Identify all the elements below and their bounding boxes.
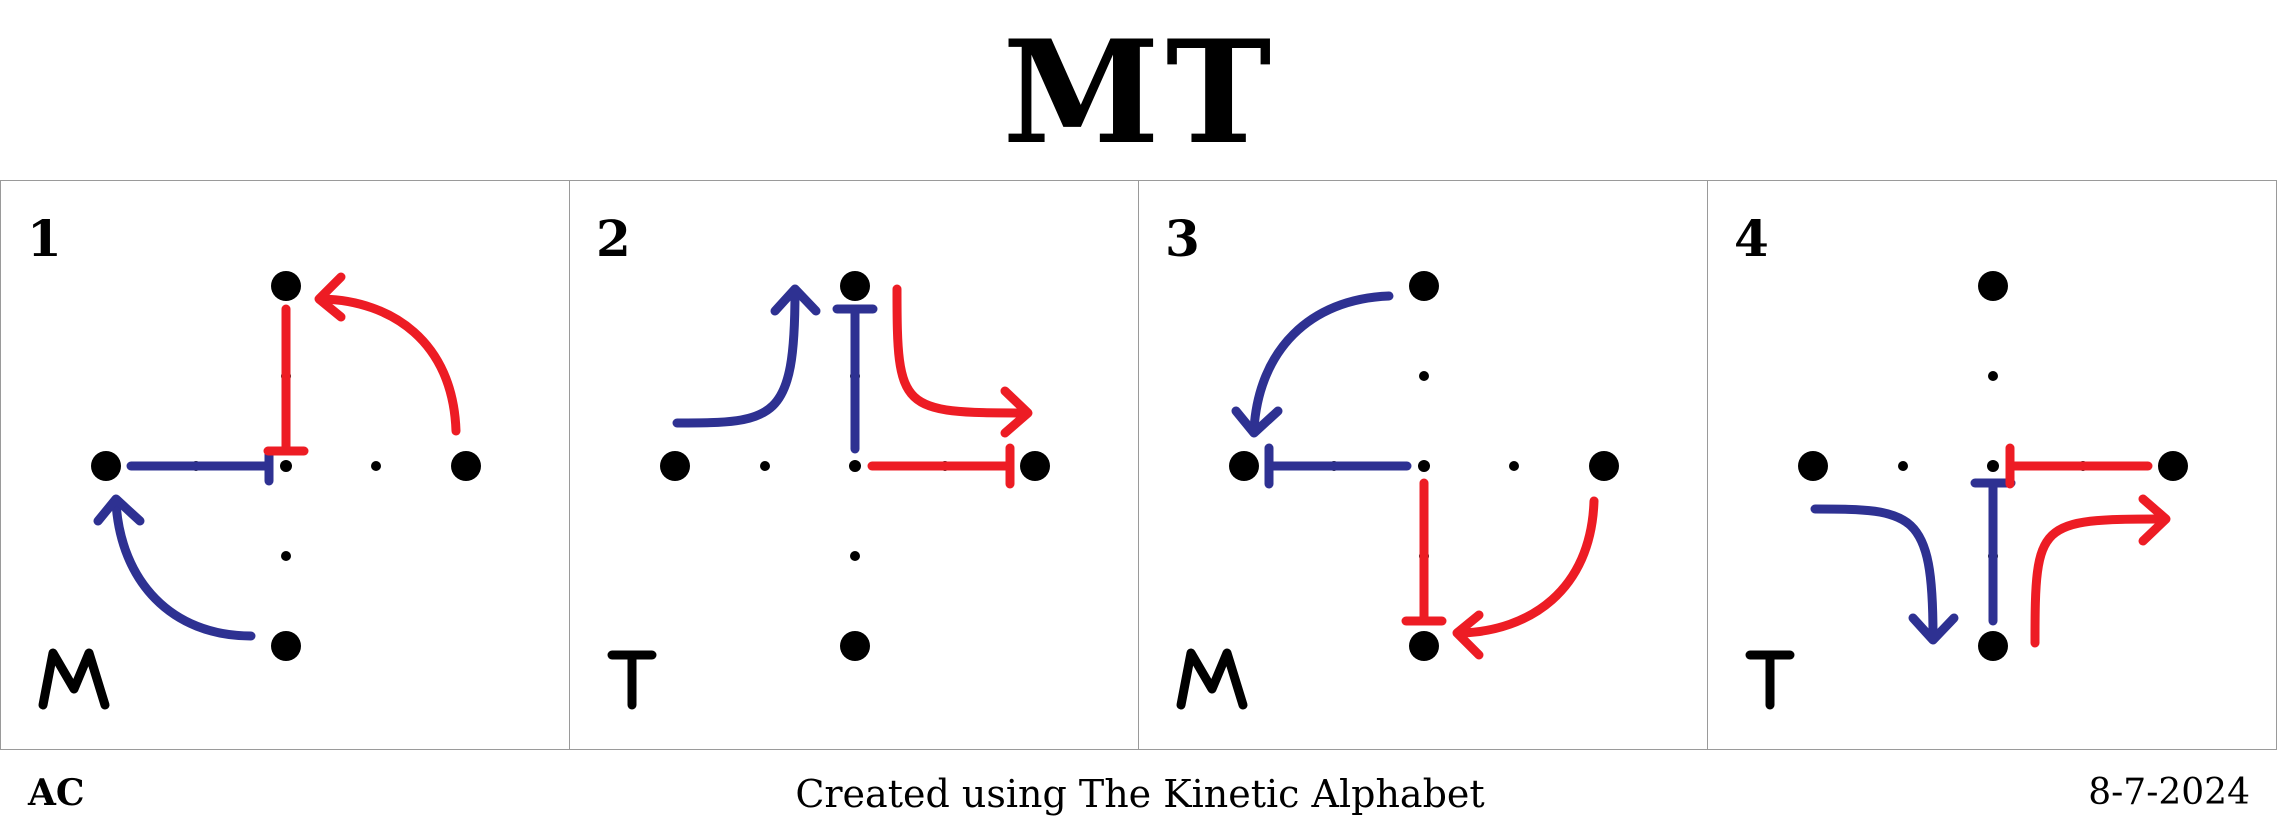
panel-number: 2	[596, 209, 631, 268]
blue-arrowhead	[1231, 406, 1283, 438]
small-dot	[371, 461, 381, 471]
small-dot	[1509, 461, 1519, 471]
small-dot	[1988, 371, 1998, 381]
big-dot-left	[1229, 451, 1259, 481]
panel-1-diagram	[38, 271, 481, 710]
big-dot-top	[840, 271, 870, 301]
small-dot	[850, 551, 860, 561]
big-dot-left	[1798, 451, 1828, 481]
panel-2-diagram	[607, 271, 1050, 710]
red-curve-arrow	[318, 294, 461, 436]
big-dot-bottom	[1409, 631, 1439, 661]
big-dot-left	[91, 451, 121, 481]
panel-4-diagram	[1745, 271, 2188, 710]
red-curve-arrow	[892, 284, 1030, 418]
date-text: 8-7-2024	[2088, 772, 2250, 813]
letter-glyph	[1176, 648, 1248, 710]
big-dot-bottom	[840, 631, 870, 661]
blue-arrowhead	[93, 494, 145, 526]
letter-glyph	[38, 648, 110, 710]
panel-4: 4	[1707, 180, 2277, 750]
panel-number: 3	[1165, 209, 1200, 268]
small-dot-center	[849, 460, 861, 472]
small-dot	[1898, 461, 1908, 471]
small-dot	[1419, 371, 1429, 381]
letter-glyph	[607, 650, 657, 710]
credit-text: Created using The Kinetic Alphabet	[795, 772, 1485, 816]
blue-arrowhead	[770, 284, 821, 316]
blue-curve-arrow	[1810, 504, 1938, 641]
panel-1: 1	[0, 180, 570, 750]
red-curve-arrow	[1456, 496, 1599, 638]
panel-2: 2	[569, 180, 1139, 750]
panel-number: 1	[27, 209, 62, 268]
panel-3: 3	[1138, 180, 1708, 750]
page-title: MT	[1002, 10, 1278, 176]
blue-arrowhead	[1908, 613, 1959, 645]
big-dot-top	[1409, 271, 1439, 301]
red-arrowhead	[1000, 386, 1033, 438]
big-dot-right	[2158, 451, 2188, 481]
small-dot-center	[1987, 460, 1999, 472]
red-arrowhead	[1452, 610, 1484, 660]
big-dot-bottom	[1978, 631, 2008, 661]
big-dot-right	[451, 451, 481, 481]
blue-curve-arrow	[672, 286, 800, 428]
grid-dots	[1229, 271, 1619, 661]
red-curve-arrow	[2030, 514, 2168, 648]
small-dot-center	[1418, 460, 1430, 472]
red-arrowhead	[314, 272, 346, 322]
small-dot	[760, 461, 770, 471]
red-arrowhead	[2138, 494, 2171, 546]
big-dot-left	[660, 451, 690, 481]
big-dot-bottom	[271, 631, 301, 661]
big-dot-right	[1589, 451, 1619, 481]
author-initials: AC	[28, 772, 85, 814]
panel-number: 4	[1734, 209, 1769, 268]
big-dot-top	[271, 271, 301, 301]
big-dot-right	[1020, 451, 1050, 481]
big-dot-top	[1978, 271, 2008, 301]
panel-strip: 1	[0, 180, 2280, 750]
panel-3-diagram	[1176, 271, 1619, 710]
blue-curve-arrow	[1249, 291, 1394, 434]
letter-glyph	[1745, 650, 1795, 710]
small-dot	[281, 551, 291, 561]
small-dot-center	[280, 460, 292, 472]
blue-curve-arrow	[111, 498, 256, 641]
